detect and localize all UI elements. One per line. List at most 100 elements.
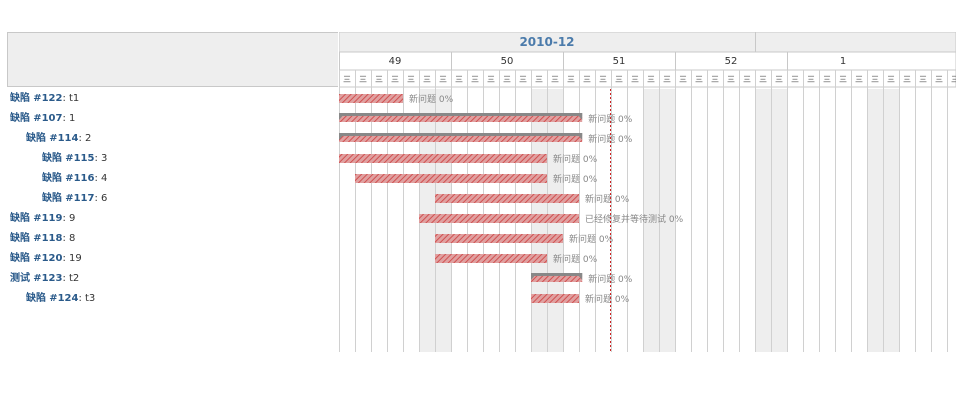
issue-link[interactable]: 缺陷 [10, 253, 30, 264]
issue-subject: t3 [85, 293, 96, 304]
parent-marker-left [339, 133, 345, 140]
day-label: 三 [375, 75, 383, 84]
issue-link[interactable]: 缺陷 [42, 193, 62, 204]
issue-link[interactable]: 测试 [10, 273, 30, 284]
issue-link[interactable]: 缺陷 [10, 113, 30, 124]
subject-row: 缺陷 #116: 4 [42, 173, 108, 184]
task-bar[interactable] [435, 254, 547, 263]
day-label: 三 [743, 75, 751, 84]
issue-id[interactable]: #117 [65, 193, 95, 204]
subject-row: 缺陷 #114: 2 [26, 133, 92, 144]
day-label: 三 [583, 75, 591, 84]
issue-id[interactable]: #120 [33, 253, 63, 264]
subject-row: 缺陷 #117: 6 [42, 193, 108, 204]
day-label: 三 [535, 75, 543, 84]
issue-link[interactable]: 缺陷 [10, 93, 30, 104]
issue-id[interactable]: #115 [65, 153, 95, 164]
task-bar[interactable] [435, 194, 579, 203]
task-bar[interactable] [531, 294, 579, 303]
month-header-row [339, 32, 956, 53]
day-label: 三 [775, 75, 783, 84]
parent-bar-top [339, 133, 583, 136]
day-label: 三 [343, 75, 351, 84]
issue-link[interactable]: 缺陷 [42, 153, 62, 164]
day-label: 三 [839, 75, 847, 84]
gantt-chart: 缺陷 #122: t1 缺陷 #107: 1 缺陷 #114: 2 缺陷 #115: … [7, 32, 956, 352]
day-label: 三 [567, 75, 575, 84]
subject-row: 缺陷 #120: 19 [10, 253, 82, 264]
issue-subject: 6 [101, 193, 108, 204]
parent-bar-top [531, 273, 583, 276]
day-label: 三 [871, 75, 879, 84]
day-label: 三 [711, 75, 719, 84]
issue-subject: t1 [69, 93, 80, 104]
issue-id[interactable]: #116 [65, 173, 95, 184]
bar-status-label: 新问题 0% [409, 93, 454, 105]
parent-marker-right [576, 113, 583, 120]
task-bar[interactable] [339, 94, 403, 103]
timeline-area: 三三三三三三三三三三三三三三三三三三三三三三三三三三三三三三三三三三三三三三三三… [339, 32, 956, 352]
day-label: 三 [423, 75, 431, 84]
week-label: 49 [389, 56, 402, 67]
day-label: 三 [791, 75, 799, 84]
issue-subject: 8 [69, 233, 76, 244]
parent-bar[interactable] [339, 116, 583, 122]
parent-bar[interactable] [531, 276, 583, 282]
subject-row: 缺陷 #107: 1 [10, 113, 76, 124]
issue-link[interactable]: 缺陷 [26, 293, 46, 304]
day-label: 三 [919, 75, 927, 84]
day-label: 三 [695, 75, 703, 84]
bar-status-label: 新问题 0% [569, 233, 614, 245]
issue-link[interactable]: 缺陷 [10, 233, 30, 244]
day-label: 三 [503, 75, 511, 84]
day-label: 三 [439, 75, 447, 84]
day-label: 三 [615, 75, 623, 84]
day-label: 三 [903, 75, 911, 84]
issue-subject: 1 [69, 113, 76, 124]
week-label: 51 [613, 56, 626, 67]
weekend-column [867, 89, 883, 352]
timeline-svg: 三三三三三三三三三三三三三三三三三三三三三三三三三三三三三三三三三三三三三三三三… [339, 32, 956, 352]
task-bar[interactable] [355, 174, 547, 183]
subject-row: 缺陷 #124: t3 [26, 293, 96, 304]
issue-subject: t2 [69, 273, 80, 284]
day-label: 三 [647, 75, 655, 84]
parent-marker-right [576, 133, 583, 140]
weekend-column [755, 89, 771, 352]
subject-row: 缺陷 #118: 8 [10, 233, 76, 244]
weekend-column [883, 89, 899, 352]
day-label: 三 [855, 75, 863, 84]
issue-id[interactable]: #114 [49, 133, 79, 144]
issue-link[interactable]: 缺陷 [10, 213, 30, 224]
parent-marker-left [531, 273, 537, 280]
issue-link[interactable]: 缺陷 [42, 173, 62, 184]
task-bar[interactable] [419, 214, 579, 223]
day-label: 三 [391, 75, 399, 84]
issue-id[interactable]: #122 [33, 93, 63, 104]
bar-status-label: 新问题 0% [553, 173, 598, 185]
day-label: 三 [551, 75, 559, 84]
day-label: 三 [951, 75, 956, 84]
task-bar[interactable] [435, 234, 563, 243]
day-label: 三 [407, 75, 415, 84]
parent-bar[interactable] [339, 136, 583, 142]
issue-id[interactable]: #118 [33, 233, 63, 244]
month-label: 2010-12 [519, 35, 574, 49]
issue-id[interactable]: #107 [33, 113, 63, 124]
day-label: 三 [359, 75, 367, 84]
day-label: 三 [759, 75, 767, 84]
task-bar[interactable] [339, 154, 547, 163]
issue-id[interactable]: #123 [33, 273, 63, 284]
parent-bar-top [339, 113, 583, 116]
day-label: 三 [599, 75, 607, 84]
issue-id[interactable]: #119 [33, 213, 63, 224]
day-label: 三 [455, 75, 463, 84]
day-label: 三 [887, 75, 895, 84]
issue-link[interactable]: 缺陷 [26, 133, 46, 144]
day-label: 三 [631, 75, 639, 84]
bar-status-label: 已经修复并等待测试 0% [585, 213, 684, 225]
issue-subject: 2 [85, 133, 92, 144]
day-label: 三 [935, 75, 943, 84]
issue-id[interactable]: #124 [49, 293, 79, 304]
day-label: 三 [823, 75, 831, 84]
